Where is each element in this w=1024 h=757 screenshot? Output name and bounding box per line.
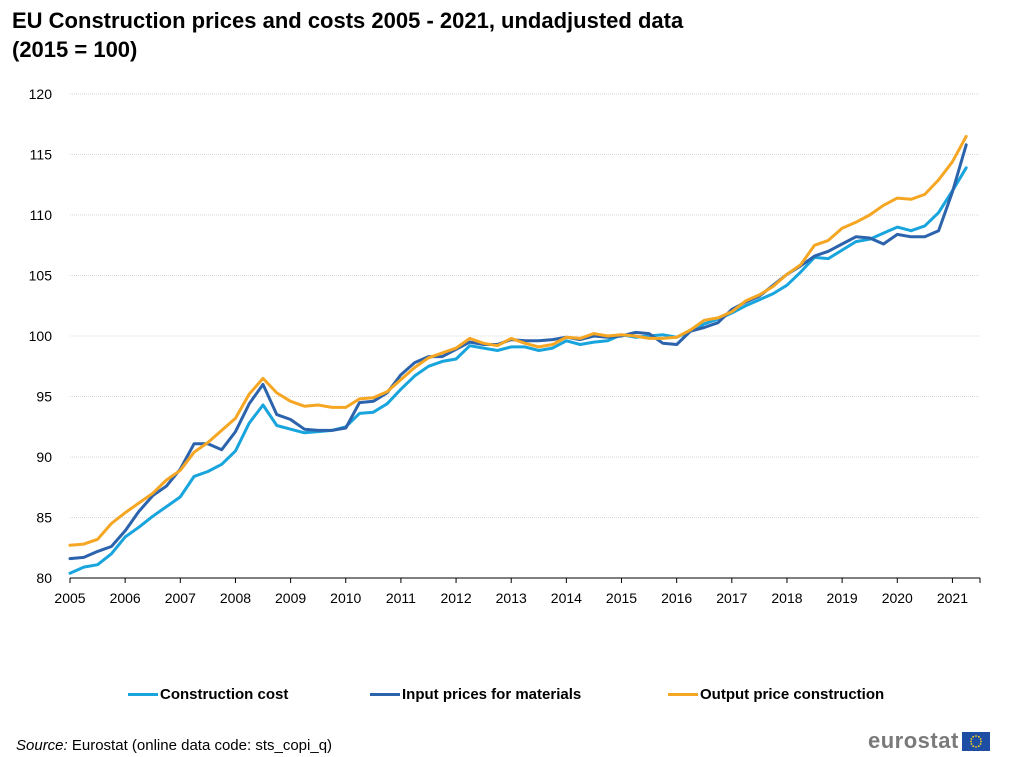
series-lines — [68, 134, 968, 575]
y-tick-label: 120 — [29, 86, 53, 102]
logo-text: eurostat — [868, 728, 959, 753]
y-tick-label: 95 — [36, 389, 52, 405]
y-tick-label: 85 — [36, 510, 52, 526]
x-axis: 2005 2006 2007 2008 2009 2010 2011 2012 2013 2014… — [54, 577, 981, 606]
legend-item-output-price: Output price construction — [668, 686, 884, 703]
series-line-input-prices-for-materials — [68, 143, 968, 561]
x-tick-label: 2012 — [440, 590, 471, 606]
x-tick-label: 2019 — [827, 590, 858, 606]
x-tick-label: 2006 — [110, 590, 141, 606]
series-line-output-price-construction — [68, 134, 968, 547]
y-axis-ticks: 80 85 90 95 100 105 110 115 120 — [29, 86, 53, 586]
source-note: Source: Eurostat (online data code: sts_… — [16, 737, 332, 754]
x-tick-label: 2016 — [661, 590, 692, 606]
eu-flag-icon — [961, 731, 990, 751]
y-tick-label: 115 — [30, 147, 53, 163]
x-tick-label: 2005 — [54, 590, 85, 606]
eurostat-logo: eurostat — [868, 728, 990, 753]
source-text: Eurostat (online data code: sts_copi_q) — [71, 737, 333, 754]
x-tick-label: 2014 — [551, 590, 582, 606]
source-label: Source: — [16, 737, 68, 754]
y-tick-label: 105 — [29, 268, 53, 284]
y-tick-label: 100 — [29, 328, 53, 344]
y-tick-label: 110 — [30, 207, 53, 223]
chart-title-line-2: (2015 = 100) — [12, 37, 138, 62]
x-tick-label: 2017 — [716, 590, 747, 606]
legend-label: Construction cost — [160, 686, 289, 703]
x-tick-label: 2013 — [496, 590, 527, 606]
x-tick-label: 2007 — [165, 590, 196, 606]
x-tick-label: 2018 — [771, 590, 802, 606]
series-line-construction-cost — [68, 166, 968, 575]
legend-swatch-input-prices — [370, 693, 400, 696]
legend-swatch-output-price — [668, 693, 698, 696]
legend-label: Input prices for materials — [402, 686, 582, 703]
legend-item-input-prices: Input prices for materials — [370, 686, 581, 703]
x-tick-label: 2008 — [220, 590, 251, 606]
x-tick-label: 2010 — [330, 590, 361, 606]
chart-title: EU Construction prices and costs 2005 - … — [12, 6, 1012, 64]
x-tick-label: 2009 — [275, 590, 306, 606]
legend-swatch-construction-cost — [128, 693, 158, 696]
legend-item-construction-cost: Construction cost — [128, 686, 288, 703]
x-tick-label: 2011 — [386, 590, 416, 606]
x-tick-label: 2021 — [937, 590, 968, 606]
legend-label: Output price construction — [700, 686, 885, 703]
x-tick-label: 2020 — [882, 590, 913, 606]
chart-title-line-1: EU Construction prices and costs 2005 - … — [12, 8, 684, 33]
y-tick-label: 90 — [36, 449, 52, 465]
x-tick-label: 2015 — [606, 590, 637, 606]
gridlines — [70, 93, 980, 518]
y-tick-label: 80 — [36, 570, 52, 586]
legend: Construction cost Input prices for mater… — [0, 686, 1024, 708]
